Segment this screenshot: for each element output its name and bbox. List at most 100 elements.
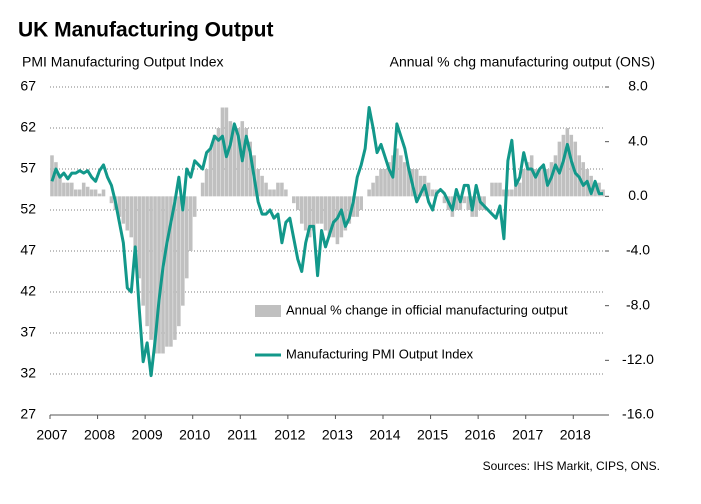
bar: [387, 162, 391, 197]
bar: [517, 182, 522, 197]
bar: [145, 196, 149, 327]
bar: [272, 189, 276, 197]
x-tick-label: 2018: [560, 427, 591, 443]
bar: [77, 189, 82, 197]
bar: [101, 189, 106, 197]
bar: [474, 196, 478, 217]
bar: [85, 186, 90, 197]
bar: [371, 182, 375, 197]
y-tick-label: 67: [20, 78, 36, 94]
y2-tick-label: -12.0: [622, 351, 654, 367]
bar: [248, 141, 252, 197]
y-axis-title: PMI Manufacturing Output Index: [22, 54, 224, 70]
bar: [525, 162, 530, 197]
bar: [494, 182, 498, 197]
bar: [498, 182, 502, 197]
bar: [216, 128, 221, 197]
bar: [295, 196, 300, 210]
bar: [395, 148, 399, 197]
bar: [70, 182, 74, 197]
bar: [276, 182, 280, 197]
bar: [280, 182, 284, 197]
y-tick-label: 42: [20, 283, 36, 299]
bar: [169, 196, 173, 347]
bar: [319, 196, 324, 224]
bar: [260, 175, 264, 197]
legend-label: Annual % change in official manufacturin…: [286, 302, 568, 317]
bar: [418, 175, 423, 197]
y2-tick-label: -16.0: [622, 406, 654, 422]
y2-tick-label: 8.0: [628, 78, 648, 94]
bar: [383, 169, 387, 197]
bar: [228, 121, 233, 197]
legend-swatch: [255, 305, 281, 317]
y2-tick-label: -4.0: [626, 242, 650, 258]
bar: [379, 169, 383, 197]
source: Sources: IHS Markit, CIPS, ONS.: [483, 459, 660, 473]
y-tick-label: 27: [20, 406, 36, 422]
bar: [315, 196, 320, 224]
bar: [109, 196, 114, 204]
bar: [430, 189, 435, 197]
bar: [137, 196, 141, 279]
bar: [442, 196, 447, 204]
bar: [482, 196, 486, 210]
bar: [343, 196, 348, 231]
chart-title: UK Manufacturing Output: [18, 19, 273, 42]
bar: [593, 182, 597, 197]
bar: [414, 169, 419, 197]
bar: [399, 155, 403, 197]
y-tick-label: 37: [20, 324, 36, 340]
bar: [268, 189, 272, 197]
bar: [133, 196, 138, 258]
bar: [173, 196, 177, 340]
bar: [462, 196, 467, 204]
bar: [331, 196, 336, 238]
bar: [54, 162, 58, 197]
bar: [236, 128, 241, 197]
y-tick-label: 32: [20, 365, 36, 381]
bar: [125, 196, 130, 231]
bar: [93, 189, 98, 197]
bar: [311, 196, 316, 231]
x-tick-label: 2014: [369, 427, 400, 443]
y-tick-label: 47: [20, 242, 36, 258]
bar: [121, 196, 126, 224]
x-tick-label: 2015: [417, 427, 448, 443]
bar: [117, 196, 122, 217]
bar: [73, 189, 78, 197]
x-tick-label: 2007: [36, 427, 67, 443]
bar: [204, 169, 209, 197]
bar: [220, 107, 225, 197]
legend-label: Manufacturing PMI Output Index: [286, 346, 474, 361]
bar: [165, 196, 169, 347]
bar: [153, 196, 157, 354]
bar: [284, 189, 288, 197]
bar: [426, 182, 431, 197]
bar: [58, 175, 62, 197]
bar: [375, 175, 379, 197]
bar: [339, 196, 344, 238]
bar: [533, 169, 538, 197]
bar: [157, 196, 161, 354]
bar: [537, 169, 542, 197]
bar: [323, 196, 328, 231]
x-tick-label: 2010: [179, 427, 210, 443]
bar: [200, 182, 205, 197]
bar: [347, 196, 352, 224]
bar: [149, 196, 153, 340]
bar: [192, 196, 197, 217]
bar: [406, 169, 411, 197]
bar: [66, 182, 70, 197]
y2-axis-title: Annual % chg manufacturing output (ONS): [390, 54, 655, 70]
bar: [502, 189, 506, 197]
bar: [307, 196, 312, 238]
y2-tick-label: 4.0: [628, 132, 648, 148]
y-tick-label: 62: [20, 119, 36, 135]
x-tick-label: 2016: [465, 427, 496, 443]
bar: [490, 182, 494, 197]
bar: [184, 196, 189, 279]
x-tick-label: 2012: [274, 427, 305, 443]
bar: [188, 196, 193, 251]
